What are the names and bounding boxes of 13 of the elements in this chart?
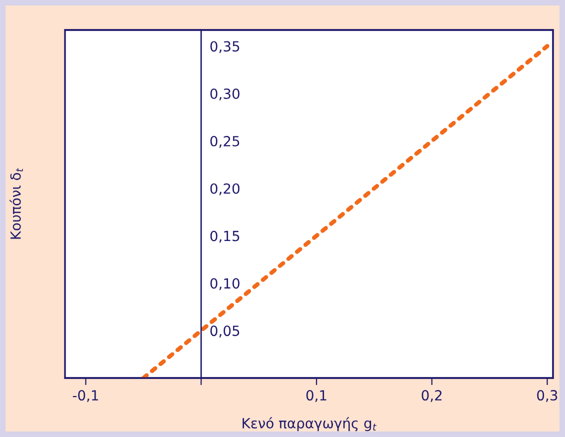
y-tick-label: 0,15 [210, 230, 240, 243]
y-tick-label: 0,10 [210, 278, 240, 290]
x-tick-label: 0,1 [306, 390, 326, 402]
x-tick-label: 0,3 [537, 390, 558, 402]
y-tick-label: 0,30 [210, 88, 240, 100]
y-tick-label: 0,35 [210, 41, 240, 54]
y-tick-label: 0,20 [210, 183, 240, 196]
x-axis-title: Κενό παραγωγής g$_{t}$ [242, 417, 377, 432]
x-tick-label: -0,1 [72, 390, 98, 402]
x-tick-label: 0,2 [422, 390, 442, 402]
y-tick-label: 0,25 [210, 136, 240, 148]
y-tick-label: 0,05 [210, 326, 240, 338]
y-axis-title: Κουπόνι δ$_{t}$ [10, 168, 23, 239]
